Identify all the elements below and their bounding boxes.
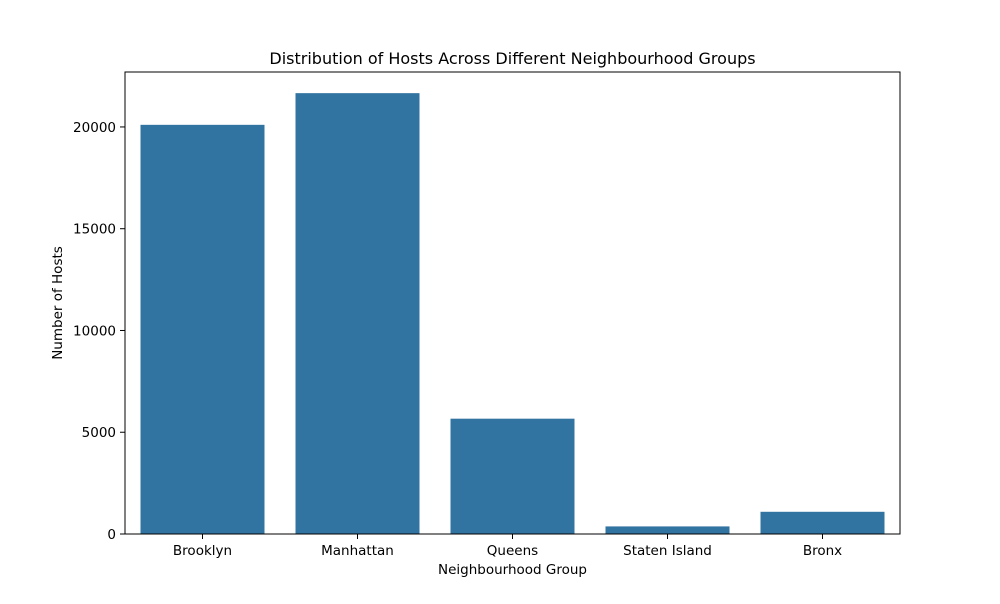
y-axis-title: Number of Hosts — [50, 246, 66, 360]
y-tick-label: 10000 — [73, 323, 116, 339]
bar-bronx — [760, 511, 885, 534]
x-axis-ticks: Brooklyn Manhattan Queens Staten Island Bron… — [173, 534, 842, 559]
x-tick-label: Queens — [487, 543, 538, 559]
y-axis-ticks: 0 5000 10000 15000 20000 — [73, 120, 125, 543]
bars-layer — [140, 93, 885, 534]
y-tick-label: 20000 — [73, 120, 116, 136]
x-tick-label: Staten Island — [623, 543, 712, 559]
y-tick-label: 0 — [107, 527, 116, 543]
chart-title: Distribution of Hosts Across Different N… — [269, 49, 755, 68]
y-tick-label: 5000 — [82, 425, 116, 441]
bar-queens — [450, 418, 575, 534]
bar-brooklyn — [140, 124, 265, 534]
x-tick-label: Manhattan — [321, 543, 394, 559]
bar-manhattan — [295, 93, 420, 534]
x-axis-title: Neighbourhood Group — [438, 562, 587, 578]
x-tick-label: Brooklyn — [173, 543, 232, 559]
bar-staten-island — [605, 526, 730, 534]
y-tick-label: 15000 — [73, 222, 116, 238]
x-tick-label: Bronx — [803, 543, 842, 559]
